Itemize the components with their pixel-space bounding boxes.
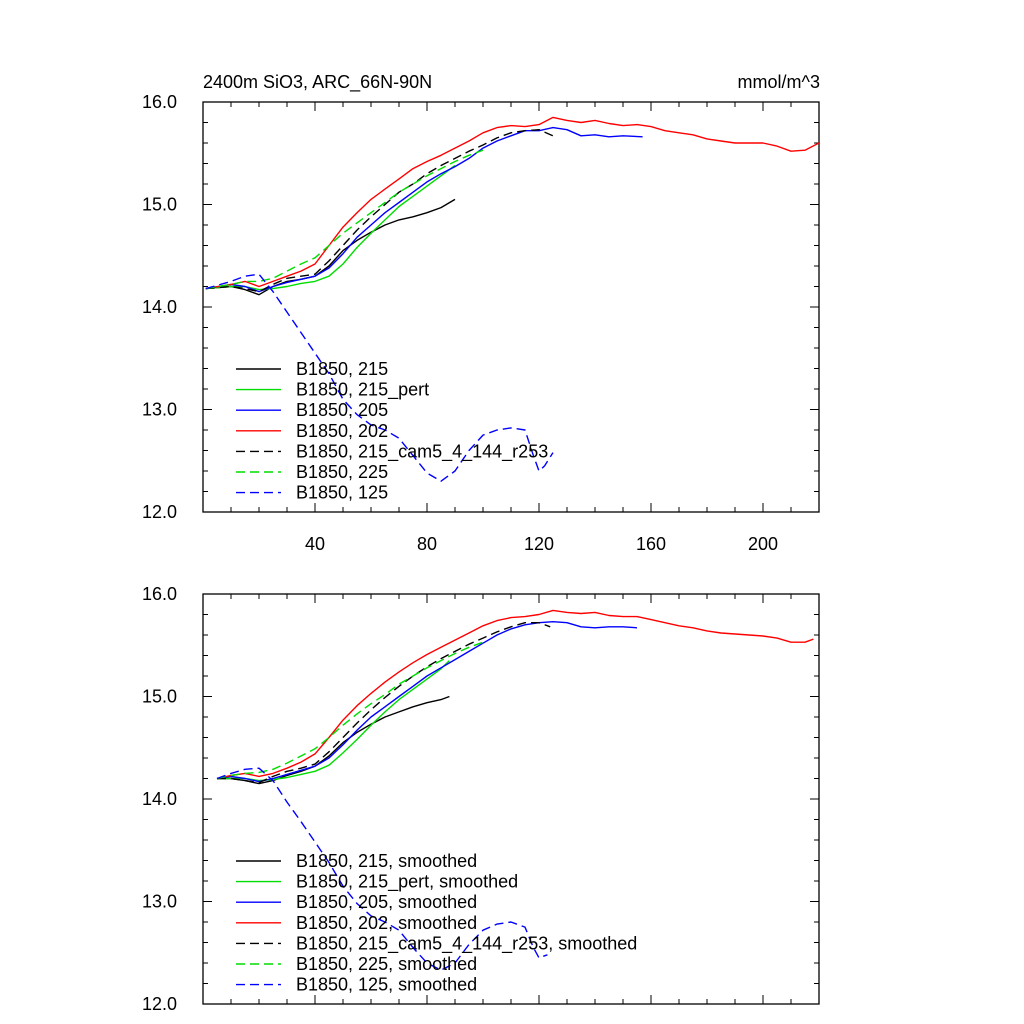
series-line-2 — [205, 126, 643, 293]
legend-label: B1850, 202 — [296, 421, 388, 441]
x-tick-label: 200 — [748, 534, 778, 554]
legend-label: B1850, 225 — [296, 462, 388, 482]
series-line-1 — [217, 660, 450, 782]
legend-label: B1850, 125, smoothed — [296, 975, 477, 995]
x-tick-label: 40 — [305, 534, 325, 554]
legend-label: B1850, 215, smoothed — [296, 851, 477, 871]
top-panel: 2400m SiO3, ARC_66N-90N mmol/m^3 40 80 120… — [142, 72, 820, 554]
y-tick-label: 15.0 — [142, 687, 177, 707]
legend-label: B1850, 215_pert, smoothed — [296, 872, 518, 893]
x-tick-label: 80 — [417, 534, 437, 554]
series-line-0 — [205, 198, 456, 296]
legend-label: B1850, 215_pert — [296, 380, 429, 401]
legend-label: B1850, 202, smoothed — [296, 913, 477, 933]
x-tick-label: 160 — [636, 534, 666, 554]
legend-label: B1850, 215_cam5_4_144_r253 — [296, 441, 548, 462]
legend-label: B1850, 215 — [296, 359, 388, 379]
series-line-5 — [205, 149, 484, 290]
legend-label: B1850, 215_cam5_4_144_r253, smoothed — [296, 933, 637, 954]
y-tick-label: 15.0 — [142, 195, 177, 215]
series-line-3 — [216, 609, 814, 780]
x-tick-label: 120 — [524, 534, 554, 554]
y-tick-label: 16.0 — [142, 92, 177, 112]
series-line-2 — [216, 621, 638, 783]
series-line-1 — [205, 164, 456, 291]
series-group — [205, 116, 819, 482]
y-tick-label: 13.0 — [142, 892, 177, 912]
bottom-panel: 12.0 13.0 14.0 15.0 16.0 B1850, 215, smoothed… — [142, 584, 820, 1014]
series-line-6 — [205, 273, 554, 482]
series-line-4 — [205, 128, 554, 293]
legend-label: B1850, 225, smoothed — [296, 954, 477, 974]
series-line-0 — [217, 695, 450, 785]
legend-label: B1850, 125 — [296, 483, 388, 503]
y-tick-label: 14.0 — [142, 297, 177, 317]
legend-label: B1850, 205, smoothed — [296, 892, 477, 912]
y-tick-label: 14.0 — [142, 789, 177, 809]
series-group — [216, 609, 814, 971]
series-line-4 — [217, 622, 551, 784]
y-tick-label: 16.0 — [142, 584, 177, 604]
units-label: mmol/m^3 — [738, 72, 820, 92]
chart-title: 2400m SiO3, ARC_66N-90N — [203, 72, 432, 93]
y-tick-label: 12.0 — [142, 502, 177, 522]
series-line-6 — [216, 767, 548, 971]
series-line-3 — [205, 116, 819, 290]
series-line-5 — [216, 641, 484, 780]
y-tick-label: 12.0 — [142, 994, 177, 1014]
legend-label: B1850, 205 — [296, 400, 388, 420]
y-tick-label: 13.0 — [142, 400, 177, 420]
